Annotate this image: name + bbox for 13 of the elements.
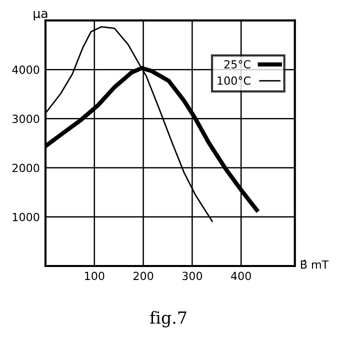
caption: fig.7	[150, 310, 186, 328]
x-axis-title: B̂ mT	[300, 260, 329, 269]
x-tick-label: 300	[182, 272, 202, 280]
y-tick-label: 3000	[12, 114, 40, 124]
y-tick-label: 4000	[12, 66, 40, 74]
y-tick-label: 1000	[12, 212, 40, 222]
legend-label: 100°C	[218, 76, 250, 85]
x-tick-label: 400	[231, 272, 251, 280]
legend-label: 25°C	[224, 60, 250, 69]
x-tick-label: 200	[134, 272, 154, 280]
x-tick-label: 100	[85, 272, 104, 280]
y-tick-label: 2000	[12, 164, 40, 172]
y-axis-title: μa	[34, 10, 48, 20]
